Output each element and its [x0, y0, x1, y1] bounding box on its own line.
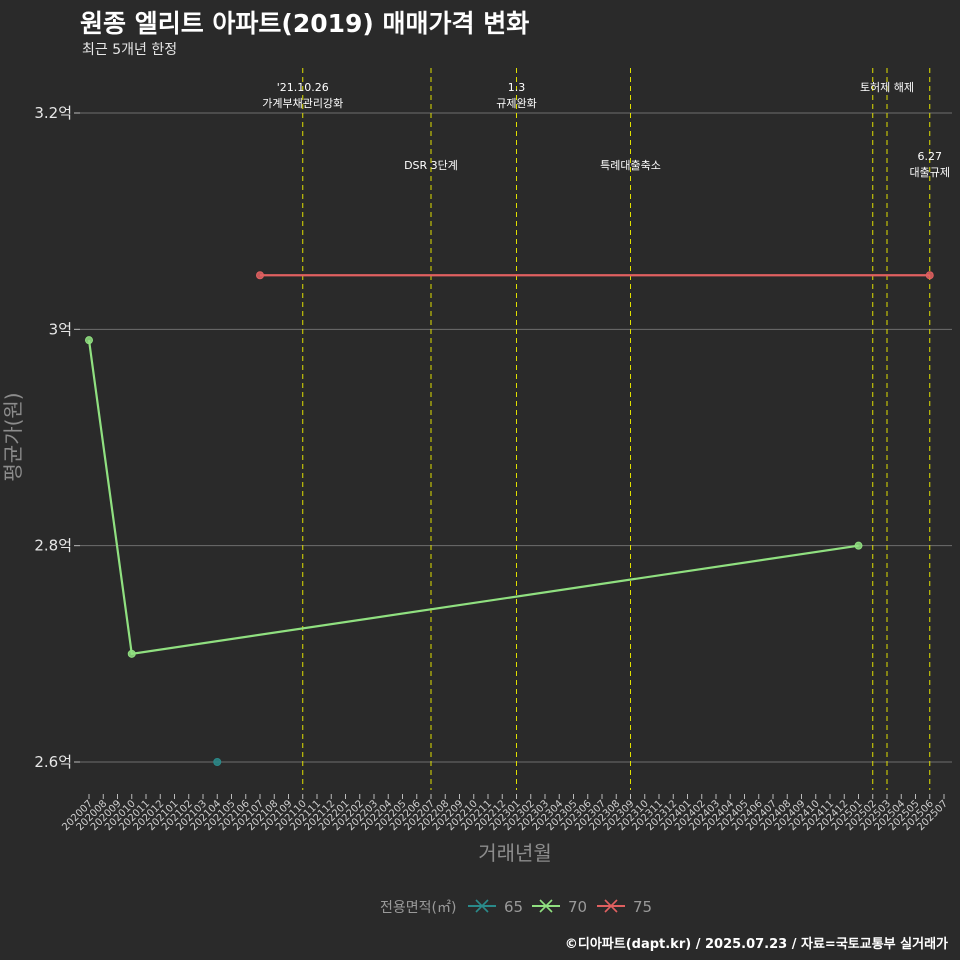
event-label: DSR 3단계	[404, 159, 458, 172]
axis-layer: 2.6억2.8억3억3.2억20200720200820200920201020…	[34, 104, 950, 833]
y-axis-label: 평균가(원)	[1, 392, 25, 481]
legend-label: 75	[633, 898, 652, 916]
event-label: 대출규제	[910, 166, 950, 179]
event-label: 1.3	[508, 81, 526, 94]
chart-title: 원종 엘리트 아파트(2019) 매매가격 변화	[80, 9, 530, 38]
data-point-70	[127, 649, 136, 658]
legend-label: 70	[568, 898, 587, 916]
y-tick-label: 2.8억	[34, 537, 72, 555]
source-caption: ©디아파트(dapt.kr) / 2025.07.23 / 자료=국토교통부 실…	[564, 937, 948, 952]
x-axis-label: 거래년월	[478, 841, 552, 865]
legend-swatch-cross	[539, 899, 553, 913]
series-layer	[85, 271, 934, 766]
data-point-70	[85, 336, 93, 345]
legend-swatch-cross	[475, 899, 489, 913]
data-point-75	[925, 271, 934, 280]
y-tick-label: 2.6억	[34, 753, 72, 771]
data-point-75	[256, 271, 264, 280]
legend-title: 전용면적(㎡)	[380, 900, 456, 916]
chart-subtitle: 최근 5개년 한정	[82, 42, 178, 58]
legend-label: 65	[504, 898, 523, 916]
legend: 전용면적(㎡) 65 70 75	[380, 898, 652, 916]
event-label: 6.27	[918, 150, 943, 163]
event-label: '21.10.26	[277, 81, 329, 94]
event-label: 규제완화	[496, 97, 536, 110]
event-label: 가계부채관리강화	[262, 97, 343, 110]
y-tick-label: 3.2억	[34, 104, 72, 122]
event-label: 토허제 해제	[860, 80, 914, 94]
y-tick-label: 3억	[49, 320, 72, 338]
event-label: 특례대출축소	[600, 159, 661, 172]
legend-swatch-cross	[604, 899, 618, 913]
series-line-70	[87, 340, 859, 656]
data-point-65	[213, 758, 222, 766]
data-point-70	[854, 541, 863, 550]
